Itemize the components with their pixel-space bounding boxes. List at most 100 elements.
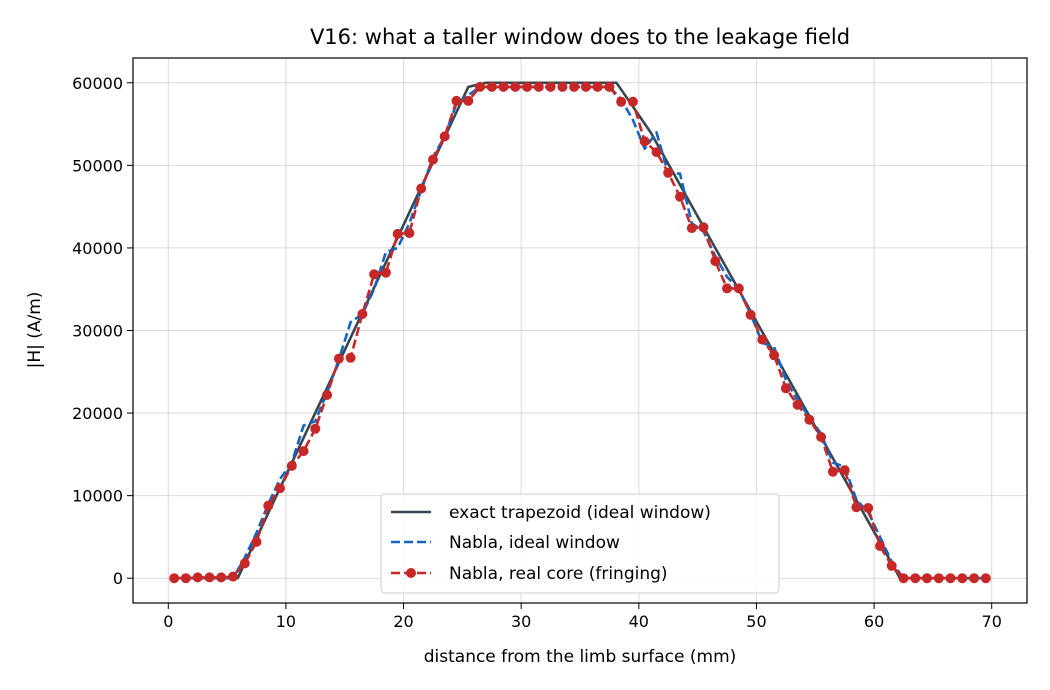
data-point bbox=[369, 269, 380, 280]
data-point bbox=[698, 222, 709, 233]
data-point bbox=[875, 541, 885, 551]
legend-entry-exact: exact trapezoid (ideal window) bbox=[391, 503, 711, 523]
y-tick-label: 60000 bbox=[72, 74, 123, 93]
x-tick-label: 0 bbox=[163, 612, 173, 631]
series-line-2 bbox=[174, 85, 986, 580]
x-tick-label: 70 bbox=[982, 612, 1002, 631]
y-tick-label: 10000 bbox=[72, 487, 123, 506]
data-point bbox=[816, 432, 827, 442]
data-point bbox=[733, 283, 744, 294]
data-point bbox=[769, 350, 780, 361]
y-tick-label: 30000 bbox=[72, 322, 123, 341]
x-tick-label: 40 bbox=[629, 612, 649, 631]
data-point bbox=[851, 502, 862, 513]
legend-label-ideal: Nabla, ideal window bbox=[449, 533, 620, 553]
x-axis-label: distance from the limb surface (mm) bbox=[424, 647, 737, 667]
chart-title: V16: what a taller window does to the le… bbox=[310, 25, 850, 49]
data-point bbox=[392, 228, 403, 239]
legend-entry-real: Nabla, real core (fringing) bbox=[391, 564, 668, 584]
data-point bbox=[463, 95, 474, 106]
data-point bbox=[792, 399, 803, 410]
data-point bbox=[922, 573, 932, 584]
data-point bbox=[945, 573, 956, 584]
data-point bbox=[722, 283, 732, 294]
data-point bbox=[345, 352, 356, 363]
data-point bbox=[804, 414, 815, 425]
data-point bbox=[322, 389, 333, 400]
legend-box bbox=[380, 493, 780, 594]
data-point bbox=[533, 81, 544, 92]
data-point bbox=[428, 154, 438, 165]
data-point bbox=[451, 95, 462, 106]
data-point bbox=[569, 81, 580, 92]
data-point bbox=[898, 573, 909, 584]
data-point bbox=[169, 573, 180, 584]
data-point bbox=[486, 81, 497, 92]
data-point bbox=[416, 183, 427, 194]
data-point bbox=[839, 465, 850, 476]
data-point bbox=[933, 573, 944, 584]
data-point bbox=[745, 309, 756, 320]
data-point bbox=[710, 256, 721, 267]
data-point bbox=[380, 267, 391, 278]
data-point bbox=[686, 223, 697, 234]
data-point bbox=[310, 423, 321, 434]
data-point bbox=[757, 334, 768, 345]
grid-layer bbox=[133, 58, 1027, 603]
data-point bbox=[863, 503, 874, 513]
series-line-1 bbox=[174, 85, 986, 580]
data-point bbox=[616, 96, 627, 107]
data-point bbox=[522, 81, 533, 92]
y-axis-ticks: 0 10000 20000 30000 40000 50000 60000 bbox=[72, 74, 133, 588]
data-point bbox=[980, 573, 991, 584]
y-tick-label: 50000 bbox=[72, 156, 123, 175]
data-point bbox=[969, 573, 980, 584]
data-point bbox=[216, 572, 227, 583]
x-tick-label: 20 bbox=[393, 612, 413, 631]
data-point bbox=[275, 483, 285, 494]
data-point bbox=[263, 500, 274, 511]
x-tick-label: 30 bbox=[511, 612, 531, 631]
y-tick-label: 20000 bbox=[72, 404, 123, 423]
data-point bbox=[663, 167, 674, 178]
data-point bbox=[886, 560, 897, 571]
legend: exact trapezoid (ideal window) Nabla, id… bbox=[380, 493, 780, 594]
data-point bbox=[475, 81, 485, 92]
data-point bbox=[239, 558, 250, 569]
data-point bbox=[439, 131, 450, 142]
series-layer bbox=[169, 81, 991, 584]
data-point bbox=[780, 383, 791, 394]
data-point bbox=[827, 466, 838, 477]
y-tick-label: 40000 bbox=[72, 239, 123, 258]
data-point bbox=[675, 191, 685, 202]
data-point bbox=[604, 81, 615, 92]
data-point bbox=[228, 571, 238, 582]
x-tick-label: 60 bbox=[864, 612, 884, 631]
y-axis-label: |H| (A/m) bbox=[25, 292, 45, 369]
data-point bbox=[557, 81, 568, 92]
data-point bbox=[204, 572, 215, 583]
data-point bbox=[639, 136, 650, 147]
data-point bbox=[957, 573, 968, 584]
legend-label-exact: exact trapezoid (ideal window) bbox=[449, 503, 711, 523]
legend-label-real: Nabla, real core (fringing) bbox=[449, 564, 668, 584]
data-point bbox=[498, 81, 509, 92]
data-point bbox=[404, 228, 415, 239]
x-tick-label: 50 bbox=[746, 612, 766, 631]
data-point bbox=[510, 81, 521, 92]
data-point bbox=[545, 81, 556, 92]
data-point bbox=[286, 460, 297, 471]
data-point bbox=[592, 81, 603, 92]
data-point bbox=[298, 446, 309, 457]
data-point bbox=[251, 536, 262, 547]
data-point bbox=[180, 573, 191, 584]
data-point bbox=[192, 572, 203, 583]
data-point bbox=[357, 309, 368, 319]
legend-marker-real bbox=[406, 568, 416, 578]
x-tick-label: 10 bbox=[276, 612, 296, 631]
data-point bbox=[910, 573, 921, 584]
data-point bbox=[627, 96, 638, 107]
data-point bbox=[333, 353, 344, 364]
